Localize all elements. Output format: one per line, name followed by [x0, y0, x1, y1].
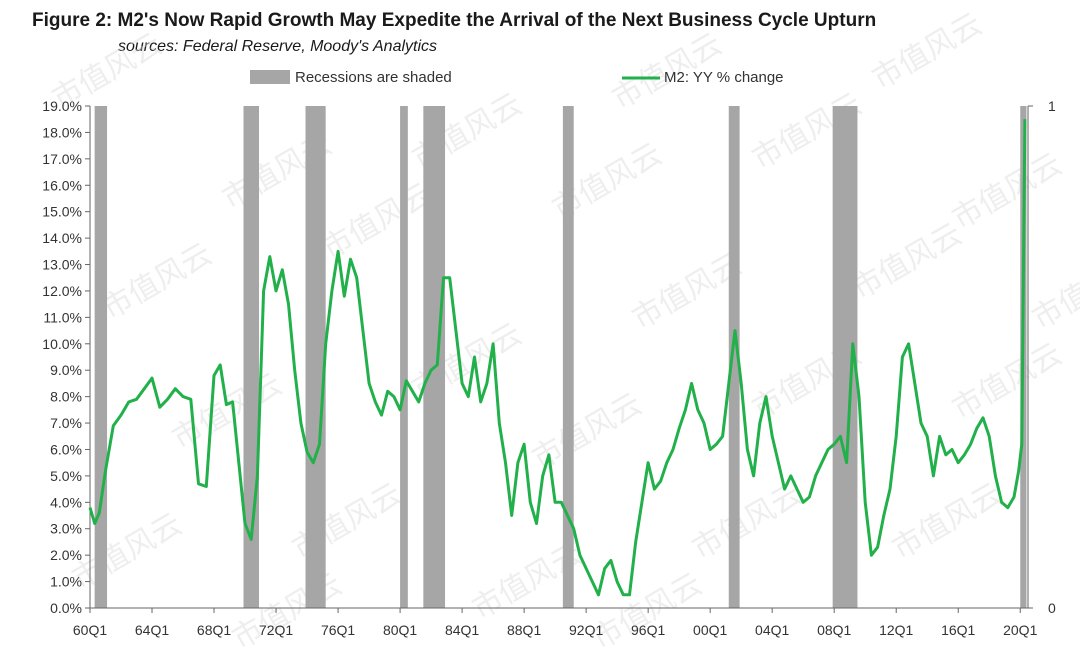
y-tick-label-left: 18.0%: [42, 124, 82, 140]
chart-subtitle: sources: Federal Reserve, Moody's Analyt…: [118, 38, 438, 55]
chart-title: Figure 2: M2's Now Rapid Growth May Expe…: [32, 10, 877, 31]
axes: [85, 105, 1033, 613]
y-tick-label-left: 5.0%: [50, 468, 82, 484]
y-tick-label-left: 10.0%: [42, 336, 82, 352]
x-tick-label: 00Q1: [693, 622, 727, 638]
recession-bar: [423, 106, 446, 608]
x-tick-label: 68Q1: [197, 622, 231, 638]
y-tick-label-left: 8.0%: [50, 389, 82, 405]
recession-bar: [243, 106, 259, 608]
y-tick-label-left: 16.0%: [42, 177, 82, 193]
recession-bar: [562, 106, 574, 608]
x-tick-label: 60Q1: [73, 622, 107, 638]
y-tick-label-left: 9.0%: [50, 362, 82, 378]
x-tick-label: 72Q1: [259, 622, 293, 638]
y-tick-label-left: 15.0%: [42, 204, 82, 220]
watermark-text: 市值风云: [67, 507, 187, 596]
watermark-text: 市值风云: [947, 147, 1067, 236]
y-axis-right-labels: 01: [1048, 98, 1056, 616]
x-tick-label: 08Q1: [817, 622, 851, 638]
x-tick-label: 92Q1: [569, 622, 603, 638]
y-tick-label-right: 0: [1048, 600, 1056, 616]
x-tick-label: 16Q1: [941, 622, 975, 638]
x-tick-label: 04Q1: [755, 622, 789, 638]
watermark-text: 市值风云: [847, 217, 967, 306]
recession-bars: [94, 106, 1027, 608]
watermark-text: 市值风云: [97, 237, 217, 326]
x-tick-label: 76Q1: [321, 622, 355, 638]
y-tick-label-left: 1.0%: [50, 574, 82, 590]
watermark-text: 市值风云: [947, 337, 1067, 426]
series-layer: [88, 119, 1027, 597]
y-tick-label-left: 0.0%: [50, 600, 82, 616]
x-tick-label: 80Q1: [383, 622, 417, 638]
watermark-text: 市值风云: [687, 477, 807, 566]
legend-m2-label: M2: YY % change: [664, 69, 784, 86]
x-tick-label: 96Q1: [631, 622, 665, 638]
legend-recession-swatch: [250, 70, 290, 84]
x-tick-label: 12Q1: [879, 622, 913, 638]
y-tick-label-right: 1: [1048, 98, 1056, 114]
y-tick-label-left: 13.0%: [42, 257, 82, 273]
y-tick-label-left: 19.0%: [42, 98, 82, 114]
x-tick-label: 84Q1: [445, 622, 479, 638]
legend: Recessions are shaded M2: YY % change: [250, 69, 784, 86]
watermark-text: 市值风云: [1027, 247, 1080, 336]
y-tick-label-left: 2.0%: [50, 547, 82, 563]
y-tick-label-left: 17.0%: [42, 151, 82, 167]
recession-bar: [728, 106, 740, 608]
x-tick-label: 20Q1: [1003, 622, 1037, 638]
watermark-text: 市值风云: [867, 7, 987, 96]
x-tick-label: 88Q1: [507, 622, 541, 638]
recession-bar: [400, 106, 408, 608]
y-tick-label-left: 12.0%: [42, 283, 82, 299]
x-tick-label: 64Q1: [135, 622, 169, 638]
watermark-text: 市值风云: [167, 367, 287, 456]
y-tick-label-left: 11.0%: [43, 309, 82, 325]
y-tick-label-left: 14.0%: [42, 230, 82, 246]
recession-bar: [305, 106, 326, 608]
watermark-text: 市值风云: [887, 477, 1007, 566]
watermark-text: 市值风云: [287, 477, 407, 566]
legend-recession-label: Recessions are shaded: [295, 69, 452, 86]
watermark-text: 市值风云: [317, 177, 437, 266]
y-tick-label-left: 4.0%: [50, 494, 82, 510]
recession-bar: [94, 106, 108, 608]
y-axis-left-labels: 0.0% 1.0% 2.0% 3.0% 4.0% 5.0% 6.0% 7.0% 8.0% 9.0%…: [42, 98, 82, 616]
watermark-text: 市值风云: [587, 567, 707, 656]
m2-series-line: [88, 119, 1027, 597]
y-tick-label-left: 6.0%: [50, 441, 82, 457]
y-tick-label-left: 3.0%: [50, 521, 82, 537]
y-tick-label-left: 7.0%: [50, 415, 82, 431]
x-axis-labels: 60Q1 64Q1 68Q1 72Q1 76Q1 80Q1 84Q1 88Q1 92Q1 96Q1…: [73, 622, 1038, 638]
